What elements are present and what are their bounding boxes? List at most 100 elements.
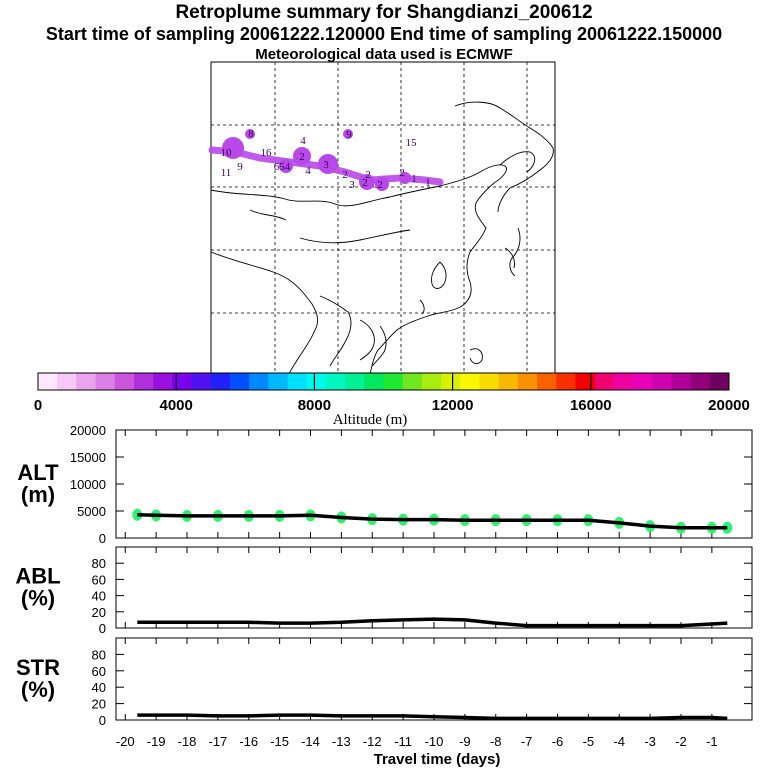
colorbar-tick-label: 20000 bbox=[708, 397, 750, 414]
chart-title: Retroplume summary for Shangdianzi_20061… bbox=[175, 2, 593, 23]
plume-day-label: 2 bbox=[399, 167, 405, 179]
panel-frame bbox=[115, 546, 753, 629]
plume-day-label: 9 bbox=[237, 161, 243, 173]
y-tick-label: 40 bbox=[92, 680, 106, 695]
colorbar-swatch bbox=[268, 373, 288, 390]
panel-frame bbox=[115, 637, 753, 721]
altitude-marker bbox=[132, 508, 143, 521]
x-tick-label: -11 bbox=[394, 734, 412, 749]
colorbar-tick-label: 8000 bbox=[298, 397, 331, 414]
plume-day-label: 11 bbox=[221, 167, 232, 179]
colorbar-swatch bbox=[556, 373, 576, 390]
plume-day-label: 654 bbox=[274, 161, 291, 173]
colorbar-tick-label: 16000 bbox=[570, 397, 612, 414]
y-tick-label: 0 bbox=[99, 713, 106, 728]
plume-blob bbox=[343, 129, 353, 139]
plume-day-label: 8 bbox=[248, 128, 254, 140]
x-tick-label: -4 bbox=[613, 734, 625, 749]
y-axis-label: ABL (%) bbox=[15, 564, 60, 611]
colorbar-swatch bbox=[306, 373, 327, 390]
plume-day-label: 2 bbox=[377, 179, 383, 191]
plume-blob bbox=[293, 147, 311, 165]
map-frame bbox=[210, 61, 556, 376]
plume-blob bbox=[375, 177, 389, 191]
x-tick-label: -1 bbox=[706, 734, 718, 749]
y-axis-label-line: (%) bbox=[21, 677, 55, 702]
met-data-note: Meteorological data used is ECMWF bbox=[255, 46, 513, 63]
y-tick-label: 20 bbox=[92, 605, 106, 620]
colorbar-frame bbox=[37, 372, 730, 391]
colorbar-swatch bbox=[364, 373, 384, 390]
colorbar-swatch bbox=[38, 373, 58, 390]
plume-day-label: 15 bbox=[406, 137, 418, 149]
colorbar-swatch bbox=[383, 373, 404, 390]
x-tick-label: -13 bbox=[332, 734, 351, 749]
altitude-marker bbox=[722, 521, 733, 534]
colorbar-swatch bbox=[671, 373, 692, 390]
plume-day-label: 2 bbox=[299, 151, 305, 163]
x-tick-label: -3 bbox=[644, 734, 656, 749]
colorbar-swatch bbox=[479, 373, 500, 390]
plume-day-label: 2 bbox=[362, 177, 368, 189]
x-tick-label: -10 bbox=[425, 734, 444, 749]
x-tick-label: -9 bbox=[459, 734, 471, 749]
series-line bbox=[137, 513, 728, 530]
y-tick-label: 20000 bbox=[70, 423, 106, 438]
plume-day-label: 3 bbox=[349, 179, 355, 191]
y-tick-label: 20 bbox=[92, 697, 106, 712]
plume-day-label: 16 bbox=[261, 147, 273, 159]
colorbar-swatch bbox=[287, 373, 308, 390]
y-axis-label-line: (%) bbox=[21, 586, 55, 611]
x-tick-label: -14 bbox=[301, 734, 320, 749]
y-axis-label-line: STR bbox=[16, 655, 60, 680]
plume-day-label: 9 bbox=[346, 129, 352, 141]
x-axis-title: Travel time (days) bbox=[374, 751, 501, 768]
colorbar-swatch bbox=[498, 373, 519, 390]
colorbar-swatch bbox=[229, 373, 250, 390]
y-tick-label: 40 bbox=[92, 589, 106, 604]
x-tick-label: -6 bbox=[552, 734, 564, 749]
colorbar-swatch bbox=[95, 373, 116, 390]
x-tick-label: -20 bbox=[116, 734, 135, 749]
y-axis-label: ALT (m) bbox=[17, 460, 59, 507]
colorbar-swatch bbox=[249, 373, 269, 390]
colorbar-swatch bbox=[613, 373, 634, 390]
colorbar-swatch bbox=[517, 373, 538, 390]
x-tick-label: -8 bbox=[490, 734, 502, 749]
colorbar-swatch bbox=[153, 373, 173, 390]
series-line bbox=[137, 617, 728, 628]
y-axis-label-line: ABL bbox=[15, 564, 60, 589]
plume-day-label: 2 bbox=[342, 169, 348, 181]
colorbar-swatch bbox=[191, 373, 212, 390]
colorbar-swatch bbox=[345, 373, 365, 390]
panel-alt: 0 5000 10000 15000 20000 ALT (m) bbox=[17, 423, 753, 546]
x-tick-label: -12 bbox=[363, 734, 382, 749]
map-grid bbox=[211, 62, 555, 375]
colorbar-title: Altitude (m) bbox=[333, 412, 408, 428]
colorbar-swatch bbox=[210, 373, 231, 390]
colorbar-swatch bbox=[133, 373, 154, 390]
plume-day-label: 4 bbox=[300, 135, 306, 147]
colorbar-swatch bbox=[594, 373, 615, 390]
colorbar-tick-label: 4000 bbox=[160, 397, 193, 414]
colorbar-swatch bbox=[441, 373, 461, 390]
plume-blob bbox=[279, 159, 293, 173]
colorbar-swatch bbox=[690, 373, 711, 390]
colorbar-swatch bbox=[575, 373, 596, 390]
colorbar-swatch bbox=[402, 373, 423, 390]
colorbar-swatch bbox=[460, 373, 480, 390]
altitude-colorbar: 0 4000 8000 12000 16000 20000 bbox=[34, 372, 750, 414]
x-tick-label: -5 bbox=[583, 734, 595, 749]
plume-day-label: 3 bbox=[323, 159, 329, 171]
y-tick-label: 0 bbox=[99, 621, 106, 636]
series-line bbox=[137, 713, 728, 721]
colorbar-swatch bbox=[709, 373, 730, 390]
x-tick-label: -15 bbox=[270, 734, 289, 749]
colorbar-swatch bbox=[537, 373, 557, 390]
x-tick-label: -19 bbox=[147, 734, 166, 749]
y-tick-label: 80 bbox=[92, 556, 106, 571]
coastlines bbox=[210, 101, 554, 376]
plume-day-label: 10 bbox=[221, 147, 233, 159]
plume-blob bbox=[318, 154, 338, 174]
